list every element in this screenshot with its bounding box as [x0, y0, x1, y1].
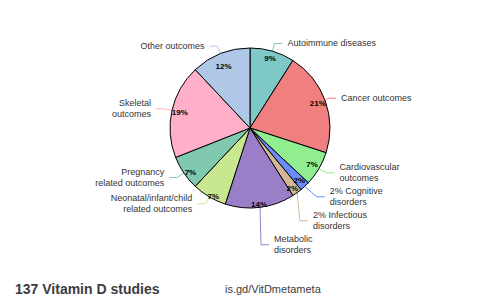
svg-text:2%: 2%: [287, 184, 299, 193]
svg-text:disorders: disorders: [313, 221, 351, 231]
svg-text:is.gd/VitDmetameta: is.gd/VitDmetameta: [225, 283, 322, 295]
svg-text:Neonatal/infant/child: Neonatal/infant/child: [111, 193, 193, 203]
svg-text:Cardiovascular: Cardiovascular: [340, 162, 400, 172]
svg-text:Skeletal: Skeletal: [119, 98, 151, 108]
svg-text:12%: 12%: [215, 62, 231, 71]
svg-text:19%: 19%: [172, 108, 188, 117]
svg-text:disorders: disorders: [274, 245, 312, 255]
svg-text:2%: 2%: [293, 176, 306, 186]
svg-text:Autoimmune diseases: Autoimmune diseases: [288, 38, 377, 48]
svg-text:Cancer outcomes: Cancer outcomes: [341, 93, 412, 103]
svg-text:Pregnancy: Pregnancy: [121, 167, 165, 177]
svg-text:7%: 7%: [306, 160, 318, 169]
svg-text:2% Cognitive: 2% Cognitive: [330, 186, 383, 196]
svg-text:outcomes: outcomes: [112, 109, 152, 119]
svg-text:related outcomes: related outcomes: [95, 178, 165, 188]
svg-text:7%: 7%: [185, 168, 197, 177]
svg-text:137 Vitamin D studies: 137 Vitamin D studies: [15, 281, 160, 297]
svg-text:9%: 9%: [264, 54, 276, 63]
svg-text:7%: 7%: [208, 192, 220, 201]
svg-text:14%: 14%: [251, 200, 267, 209]
svg-text:outcomes: outcomes: [340, 173, 380, 183]
svg-text:Other outcomes: Other outcomes: [141, 41, 206, 51]
svg-text:Metabolic: Metabolic: [274, 234, 313, 244]
svg-text:21%: 21%: [310, 99, 326, 108]
svg-text:2% Infectious: 2% Infectious: [313, 210, 368, 220]
svg-text:disorders: disorders: [330, 197, 368, 207]
svg-text:related outcomes: related outcomes: [123, 204, 193, 214]
